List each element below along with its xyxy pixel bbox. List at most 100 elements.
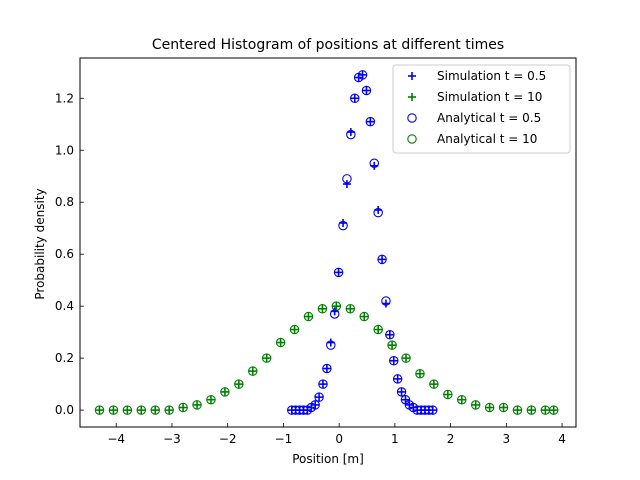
data-point — [314, 392, 324, 402]
y-tick-label: 1.0 — [55, 143, 74, 157]
data-point — [345, 304, 356, 314]
x-tick-label: 3 — [503, 432, 511, 446]
data-point — [373, 324, 383, 335]
data-point — [549, 406, 558, 415]
data-point — [470, 400, 481, 410]
data-point — [318, 380, 327, 389]
data-point — [429, 380, 438, 389]
data-point — [389, 356, 398, 365]
data-point — [361, 85, 372, 96]
x-tick-label: 0 — [335, 432, 343, 446]
series-3 — [94, 301, 559, 415]
data-point — [303, 311, 314, 322]
data-point — [151, 406, 160, 415]
data-point — [350, 94, 359, 103]
data-point — [548, 405, 559, 415]
data-point — [339, 219, 348, 228]
data-point — [326, 338, 335, 347]
data-point — [385, 330, 394, 339]
data-point — [95, 406, 104, 415]
y-axis: 0.0 0.2 0.4 0.6 0.8 1.0 1.2 — [55, 91, 84, 417]
x-tick-label: 4 — [558, 432, 566, 446]
data-point — [311, 400, 320, 409]
data-point — [108, 405, 119, 415]
data-point — [402, 354, 411, 363]
data-point — [275, 337, 286, 348]
data-point — [527, 406, 536, 415]
data-point — [385, 329, 395, 340]
x-tick-label: −1 — [275, 432, 293, 446]
data-point — [541, 406, 550, 415]
data-point — [429, 379, 439, 389]
y-tick-label: 0.4 — [55, 299, 74, 313]
data-point — [330, 307, 339, 316]
data-point — [123, 406, 132, 415]
data-point — [381, 299, 390, 308]
data-point — [262, 354, 271, 363]
data-point — [428, 406, 437, 415]
legend-marker — [407, 113, 417, 123]
data-point — [322, 364, 331, 373]
data-point — [499, 403, 508, 412]
x-tick-label: −2 — [219, 432, 237, 446]
data-point — [485, 403, 494, 412]
data-point — [396, 387, 407, 397]
x-axis: −4 −3 −2 −1 0 1 2 3 4 — [107, 423, 566, 446]
data-point — [178, 402, 188, 413]
legend-entry-label: Simulation t = 10 — [437, 90, 542, 104]
data-point — [484, 402, 495, 413]
data-point — [289, 324, 300, 335]
data-point — [276, 338, 285, 347]
data-point — [304, 312, 313, 321]
chart-title: Centered Histogram of positions at diffe… — [152, 37, 504, 53]
data-point — [206, 394, 216, 405]
data-point — [94, 405, 105, 415]
data-point — [318, 304, 327, 313]
data-point — [374, 325, 383, 334]
data-point — [290, 325, 299, 334]
series-1 — [95, 302, 558, 415]
y-axis-label: Probability density — [33, 188, 47, 299]
data-point — [334, 268, 343, 277]
data-point — [457, 395, 466, 404]
data-point — [150, 405, 160, 415]
y-tick-label: 0.2 — [55, 351, 74, 365]
data-point — [315, 393, 324, 402]
x-tick-label: 1 — [391, 432, 399, 446]
data-point — [346, 128, 355, 137]
legend-marker — [408, 72, 416, 80]
y-tick-label: 0.6 — [55, 247, 74, 261]
data-point — [388, 341, 397, 350]
data-point — [370, 161, 379, 170]
data-point — [393, 374, 402, 383]
data-point — [389, 355, 399, 366]
data-point — [457, 394, 467, 405]
legend: Simulation t = 0.5 Simulation t = 10 Analy… — [392, 64, 571, 154]
data-point — [165, 406, 174, 415]
legend-entry-label: Analytical t = 10 — [437, 132, 537, 146]
data-point — [136, 405, 147, 415]
data-point — [193, 400, 202, 409]
data-point — [512, 405, 523, 415]
data-point — [397, 387, 406, 396]
data-point — [366, 117, 375, 126]
data-point — [378, 255, 387, 264]
data-point — [513, 406, 522, 415]
x-tick-label: 2 — [447, 432, 455, 446]
data-point — [360, 312, 369, 321]
x-tick-label: −3 — [163, 432, 181, 446]
legend-entry-label: Analytical t = 0.5 — [437, 111, 541, 125]
data-point — [122, 405, 133, 415]
data-point — [261, 353, 272, 363]
data-point — [206, 395, 215, 404]
x-axis-label: Position [m] — [292, 452, 364, 466]
data-markers — [94, 70, 559, 415]
data-point — [331, 301, 342, 311]
legend-marker — [408, 93, 416, 101]
data-point — [443, 389, 453, 400]
data-point — [401, 395, 410, 404]
data-point — [346, 304, 355, 313]
data-point — [415, 368, 425, 379]
legend-box — [392, 64, 571, 154]
